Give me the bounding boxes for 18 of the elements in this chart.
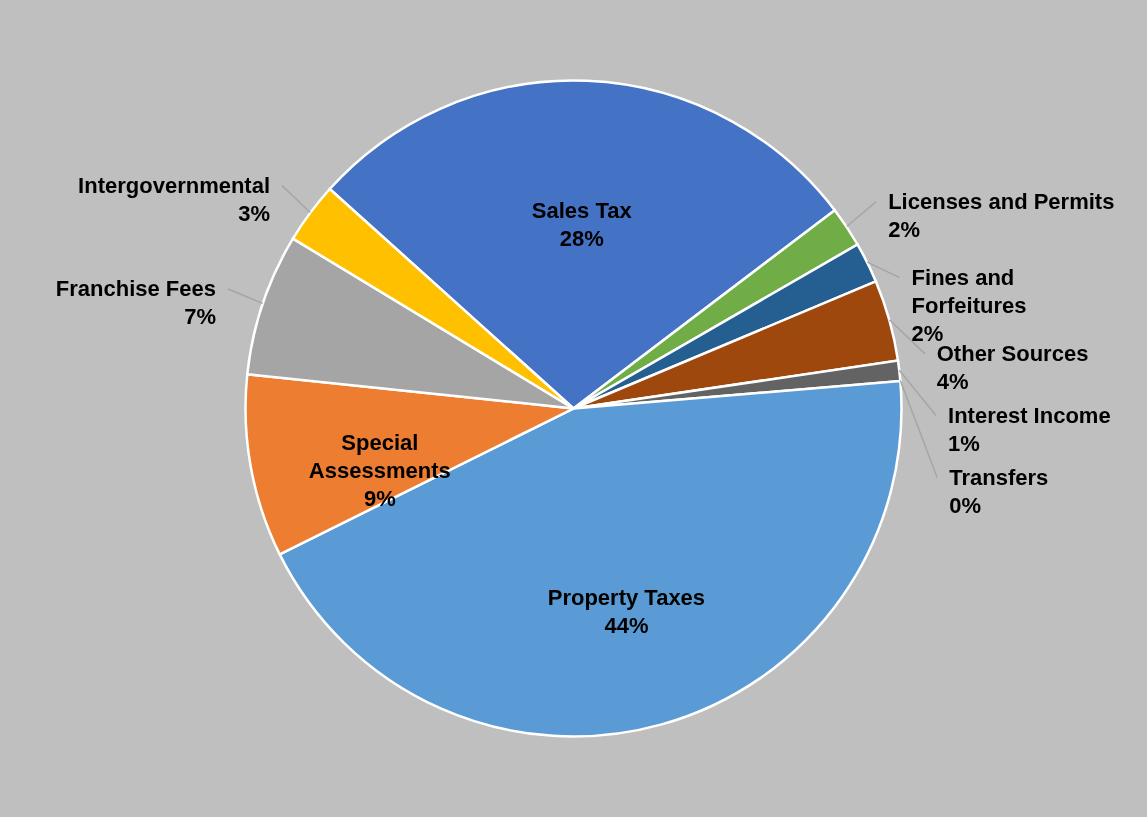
category-label: Transfers [949,464,1049,490]
slice-label: Franchise Fees [55,276,216,302]
slice-label: Property Taxes [547,584,706,610]
text: 0% [949,492,981,518]
slice-label: Licenses and Permits [888,188,1115,214]
data-label: 1% [948,430,980,456]
slice-label: Interest Income [948,402,1111,428]
data-label: 7% [184,304,216,330]
slice-label: Sales Tax [531,198,633,224]
data-label: 2% [888,216,920,242]
data-label: 9% [363,485,396,511]
slice-label: Intergovernmental [78,172,271,198]
data-label: 4% [936,368,969,394]
data-label: 44% [604,612,649,638]
slice-label: Fines and Forfeitures [911,264,1027,318]
data-label: 28% [559,226,604,252]
slice-label: Special Assessments [308,429,451,483]
data-label: 3% [238,200,271,226]
